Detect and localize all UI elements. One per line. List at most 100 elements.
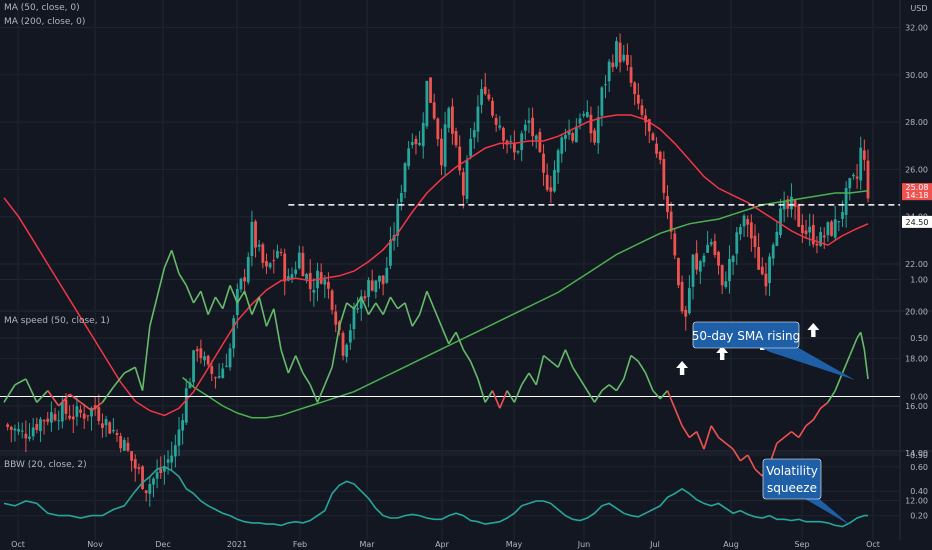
ma-speed-segment (506, 390, 516, 403)
candle-body (764, 273, 768, 287)
price-pane[interactable] (3, 33, 900, 507)
candle-body (815, 243, 819, 246)
last-price-label: 25.08 (906, 183, 929, 192)
price-tick-label: 12.00 (905, 497, 928, 506)
candle-body (735, 232, 739, 254)
candle-body (469, 138, 473, 157)
candle-body (170, 455, 174, 463)
candle-body (414, 138, 418, 145)
candle-body (698, 261, 702, 272)
ma-speed-segment (637, 360, 647, 374)
candle-body (534, 135, 538, 140)
ma-speed-segment (448, 331, 457, 345)
candle-body (819, 232, 823, 246)
ma-speed-segment (572, 366, 581, 380)
candle-body (859, 147, 863, 181)
candle-body (527, 120, 531, 123)
ma-speed-segment (47, 390, 60, 407)
ma-speed-segment (732, 448, 742, 462)
ma-speed-segment (58, 393, 71, 407)
ma-speed-segment (433, 308, 443, 327)
candle-body (768, 256, 771, 284)
candle-body (790, 196, 793, 210)
ma-speed-segment (91, 401, 103, 412)
candle-body (257, 244, 261, 247)
candle-body (155, 472, 159, 479)
ma-speed-segment (725, 442, 734, 450)
candle-body (341, 332, 345, 356)
candle-body (122, 439, 126, 451)
x-tick-label: Oct (11, 540, 25, 549)
candle-body (363, 296, 367, 299)
ma-speed-segment (849, 337, 858, 356)
ma-speed-segment (776, 436, 785, 444)
candle-body (866, 160, 870, 199)
candle-body (833, 219, 837, 238)
ma-speed-segment (834, 372, 844, 391)
ma-speed-legend: MA speed (50, close, 1) (4, 316, 110, 326)
ma-speed-segment (798, 425, 807, 438)
candle-body (334, 311, 338, 325)
ma-speed-segment (272, 308, 282, 350)
ma-speed-segment (812, 407, 822, 421)
candle-body (429, 77, 432, 103)
ma-speed-segment (652, 390, 661, 400)
candle-body (476, 106, 480, 132)
ma-speed-segment (141, 326, 151, 391)
ma-speed-segment (746, 454, 756, 470)
candle-body (684, 309, 688, 317)
last-price-badge (902, 183, 932, 201)
candle-body (611, 62, 615, 68)
ma-speed-segment (820, 401, 829, 409)
candle-body (516, 151, 520, 153)
candle-body (560, 137, 564, 154)
candle-body (673, 233, 677, 256)
candle-body (687, 288, 691, 314)
candle-body (538, 132, 542, 153)
ma-speed-segment (739, 454, 749, 462)
candle-body (775, 231, 779, 246)
candle-body (636, 94, 640, 104)
candle-body (24, 433, 28, 439)
bbw-pane[interactable]: BBW (20, close, 2) (3, 460, 868, 528)
candle-body (567, 130, 571, 135)
candle-body (421, 122, 425, 147)
x-tick-label: 2021 (227, 540, 247, 549)
legend-ma200: MA (200, close, 0) (4, 17, 86, 27)
candle-body (199, 348, 203, 359)
candle-body (760, 266, 764, 275)
candle-body (800, 224, 804, 234)
ma-speed-segment (550, 360, 559, 368)
candle-body (811, 224, 815, 245)
ma-speed-segment (80, 401, 92, 412)
candle-body (709, 242, 713, 245)
candle-body (852, 174, 855, 177)
candle-body (9, 426, 13, 430)
candle-body (483, 86, 487, 94)
ma-speed-segment (630, 354, 639, 363)
ma-speed-segment (163, 249, 173, 269)
ma-speed-segment (710, 425, 720, 438)
candle-body (60, 401, 64, 422)
candle-body (272, 260, 276, 262)
candle-body (39, 419, 42, 432)
x-tick-label: Mar (359, 540, 375, 549)
candle-body (246, 256, 250, 283)
candle-body (283, 253, 287, 282)
candle-body (188, 382, 192, 389)
annotations: 50-day SMA rising Volatility squeeze (676, 321, 855, 525)
ma-speed-segment (790, 430, 800, 439)
callout-box (762, 458, 822, 500)
candle-body (797, 205, 801, 227)
candle-body (86, 415, 90, 417)
up-arrow-marker (676, 361, 689, 376)
candle-body (855, 176, 859, 179)
candle-body (830, 221, 833, 236)
candle-body (228, 348, 232, 368)
candle-body (294, 269, 298, 275)
ma-speed-segment (593, 390, 603, 403)
candle-body (596, 117, 600, 144)
ma-speed-pane[interactable]: MA speed (50, close, 1) (0, 249, 900, 477)
candle-body (261, 244, 265, 263)
